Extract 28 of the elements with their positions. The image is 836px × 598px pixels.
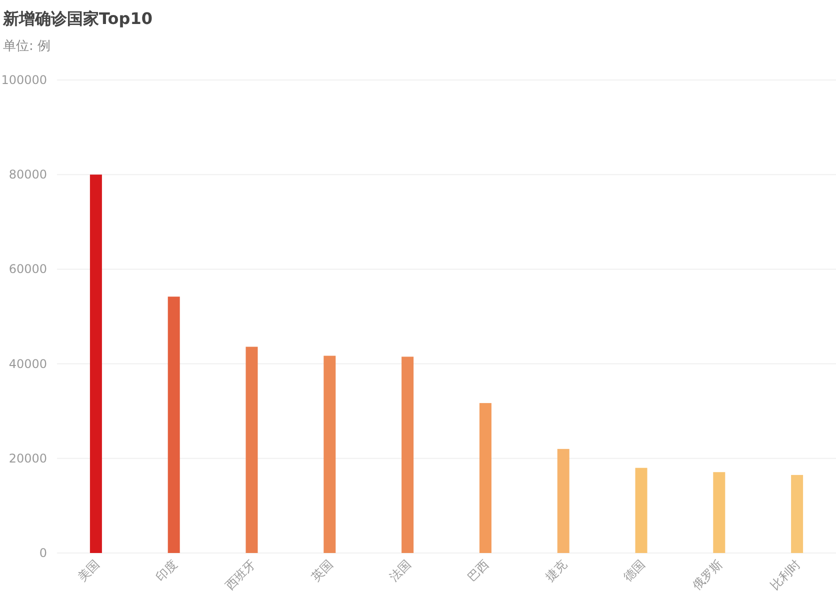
x-tick-label: 印度 <box>153 557 180 584</box>
x-tick-label: 法国 <box>386 557 414 584</box>
y-tick-label: 40000 <box>8 356 47 371</box>
x-tick-label: 美国 <box>75 557 102 584</box>
x-tick-label: 巴西 <box>464 557 492 584</box>
bar <box>557 448 570 553</box>
bar <box>713 472 726 553</box>
y-tick-label: 100000 <box>1 73 47 87</box>
x-tick-label: 德国 <box>620 557 648 584</box>
y-tick-label: 0 <box>39 546 47 560</box>
bar <box>402 356 414 553</box>
bar <box>168 296 180 553</box>
x-tick-label: 英国 <box>308 557 336 584</box>
bar <box>90 174 102 553</box>
x-tick-label: 西班牙 <box>222 557 258 593</box>
y-tick-label: 60000 <box>8 262 47 276</box>
x-tick-label: 俄罗斯 <box>690 557 726 593</box>
bar <box>791 474 804 553</box>
x-tick-label: 比利时 <box>768 557 804 593</box>
chart-title: 新增确诊国家Top10 <box>2 9 152 28</box>
bar <box>479 403 492 553</box>
y-tick-label: 20000 <box>8 451 47 466</box>
bar <box>246 346 258 553</box>
chart-subtitle: 单位: 例 <box>3 39 51 54</box>
x-tick-label: 捷克 <box>542 557 570 584</box>
y-tick-label: 80000 <box>8 168 47 182</box>
bar <box>635 468 648 553</box>
bar <box>324 356 336 553</box>
